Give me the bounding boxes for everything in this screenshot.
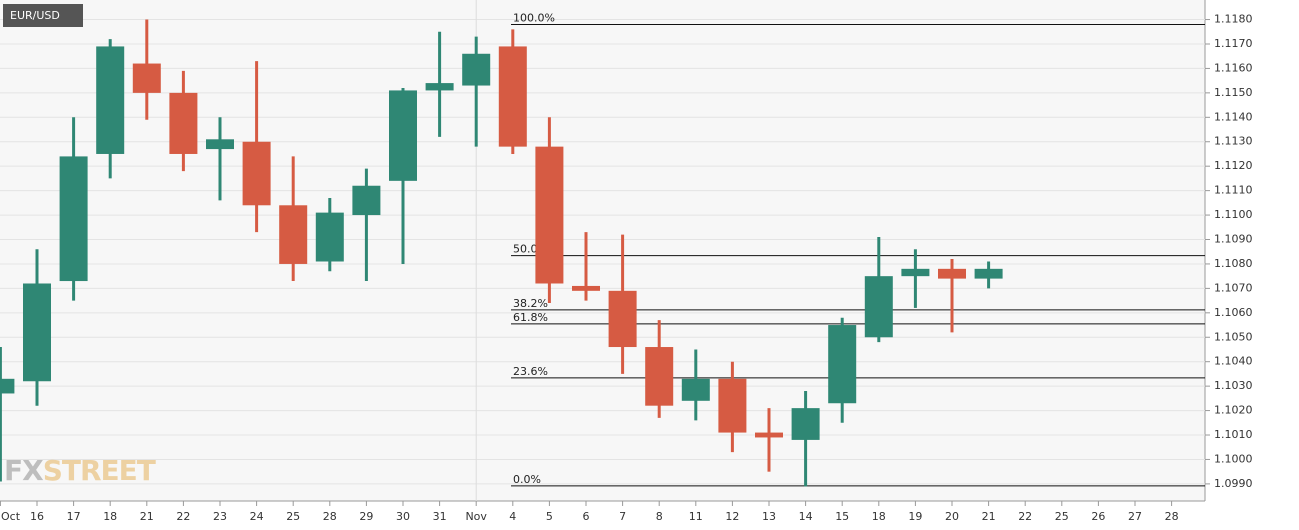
y-tick-label: 1.1120 bbox=[1214, 159, 1253, 172]
candle-body bbox=[498, 46, 527, 147]
y-tick-label: 1.1110 bbox=[1214, 184, 1253, 197]
watermark-prefix: FX bbox=[4, 454, 44, 487]
candle-body bbox=[901, 268, 930, 277]
candle-body bbox=[572, 285, 600, 291]
x-tick-label: 31 bbox=[433, 510, 447, 523]
y-tick-label: 1.1140 bbox=[1214, 110, 1253, 123]
x-tick-label: 23 bbox=[213, 510, 227, 523]
candle-body bbox=[718, 378, 747, 433]
x-tick-label: 4 bbox=[509, 510, 516, 523]
fib-label: 61.8% bbox=[513, 311, 548, 324]
y-tick-label: 1.1070 bbox=[1214, 281, 1253, 294]
y-tick-label: 1.1000 bbox=[1214, 452, 1253, 465]
x-tick-label: 21 bbox=[982, 510, 996, 523]
x-tick-label: 22 bbox=[1018, 510, 1032, 523]
x-tick-label: 11 bbox=[689, 510, 703, 523]
candle-body bbox=[791, 408, 820, 440]
fib-label: 23.6% bbox=[513, 365, 548, 378]
x-tick-label: 24 bbox=[250, 510, 264, 523]
candle-body bbox=[206, 139, 234, 150]
y-tick-label: 1.1160 bbox=[1214, 61, 1253, 74]
x-tick-label: 29 bbox=[359, 510, 373, 523]
candle-body bbox=[608, 290, 637, 348]
y-tick-label: 1.1170 bbox=[1214, 37, 1253, 50]
candle-body bbox=[425, 83, 454, 91]
candle-body bbox=[755, 432, 783, 438]
y-tick-label: 1.1030 bbox=[1214, 379, 1253, 392]
x-tick-label: 26 bbox=[1091, 510, 1105, 523]
x-tick-label: 25 bbox=[286, 510, 300, 523]
x-tick-label: 30 bbox=[396, 510, 410, 523]
y-tick-label: 1.1010 bbox=[1214, 428, 1253, 441]
chart-layer: 1.0990 1.1000 1.1010 1.1020 1.1030 1.1040 1.10… bbox=[0, 0, 1253, 523]
y-tick-label: 1.1050 bbox=[1214, 330, 1253, 343]
candle-body bbox=[938, 268, 966, 279]
candle-body bbox=[242, 141, 271, 206]
watermark: FXSTREET bbox=[4, 454, 156, 487]
x-tick-label: 18 bbox=[872, 510, 886, 523]
candle-body bbox=[974, 268, 1003, 279]
x-tick-label: 6 bbox=[583, 510, 590, 523]
x-tick-label: 28 bbox=[323, 510, 337, 523]
plot-area bbox=[0, 0, 1205, 501]
x-tick-label: 16 bbox=[30, 510, 44, 523]
y-tick-label: 1.1180 bbox=[1214, 13, 1253, 26]
y-tick-label: 1.1080 bbox=[1214, 257, 1253, 270]
x-tick-label: 8 bbox=[656, 510, 663, 523]
x-tick-label: 12 bbox=[725, 510, 739, 523]
candle-body bbox=[96, 46, 125, 154]
x-tick-label: Oct bbox=[1, 510, 21, 523]
candle-body bbox=[0, 378, 15, 394]
symbol-box bbox=[3, 4, 83, 27]
x-tick-label: 25 bbox=[1055, 510, 1069, 523]
x-tick-label: 21 bbox=[140, 510, 154, 523]
x-tick-label: 22 bbox=[176, 510, 190, 523]
y-tick-label: 1.0990 bbox=[1214, 477, 1253, 490]
x-tick-label: 14 bbox=[799, 510, 813, 523]
watermark-suffix: STREET bbox=[43, 454, 156, 487]
y-tick-label: 1.1100 bbox=[1214, 208, 1253, 221]
y-tick-label: 1.1090 bbox=[1214, 233, 1253, 246]
candle-body bbox=[681, 378, 710, 401]
fib-label: 38.2% bbox=[513, 297, 548, 310]
candle-body bbox=[169, 92, 198, 154]
candle-body bbox=[352, 185, 381, 216]
x-tick-label: 28 bbox=[1165, 510, 1179, 523]
candle-body bbox=[23, 283, 51, 382]
candle-body bbox=[279, 205, 308, 264]
candle-body bbox=[828, 325, 857, 404]
y-tick-label: 1.1150 bbox=[1214, 86, 1253, 99]
x-tick-label: 20 bbox=[945, 510, 959, 523]
x-tick-label: 5 bbox=[546, 510, 553, 523]
candle-body bbox=[535, 146, 564, 284]
x-tick-label: 18 bbox=[103, 510, 117, 523]
candle-body bbox=[462, 53, 491, 86]
x-tick-label: 13 bbox=[762, 510, 776, 523]
x-tick-label: 15 bbox=[835, 510, 849, 523]
y-tick-label: 1.1130 bbox=[1214, 135, 1253, 148]
y-tick-label: 1.1020 bbox=[1214, 404, 1253, 417]
y-tick-label: 1.1040 bbox=[1214, 355, 1253, 368]
x-tick-label: 17 bbox=[67, 510, 81, 523]
y-tick-label: 1.1060 bbox=[1214, 306, 1253, 319]
candle-body bbox=[315, 212, 344, 262]
fib-label: 100.0% bbox=[513, 11, 555, 24]
candle-body bbox=[645, 347, 674, 406]
x-tick-label: Nov bbox=[465, 510, 487, 523]
candle-body bbox=[389, 90, 417, 181]
candle-body bbox=[59, 156, 88, 282]
candle-body bbox=[864, 276, 893, 338]
x-tick-label: 7 bbox=[619, 510, 626, 523]
x-tick-label: 27 bbox=[1128, 510, 1142, 523]
x-tick-label: 19 bbox=[908, 510, 922, 523]
fib-label: 0.0% bbox=[513, 473, 541, 486]
symbol: EUR/USD bbox=[10, 9, 60, 22]
candle-body bbox=[132, 63, 161, 93]
